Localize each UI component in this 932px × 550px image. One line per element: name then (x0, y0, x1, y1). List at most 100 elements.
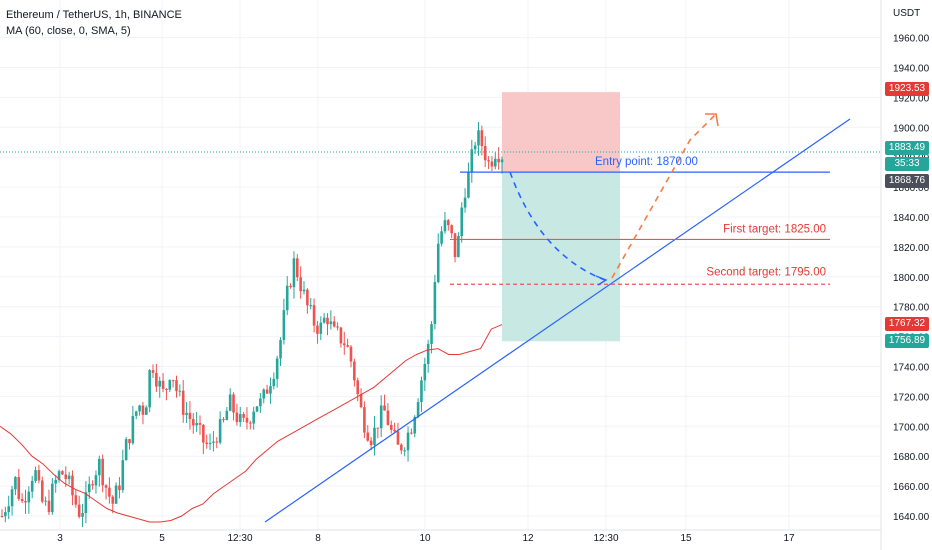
candle-body (14, 477, 17, 490)
candle-body (51, 483, 54, 513)
candle-body (155, 372, 158, 387)
price-tag: 1883.49 (885, 141, 929, 155)
candle-body (118, 485, 121, 491)
candle-body (363, 407, 366, 433)
chart-grid (0, 0, 880, 530)
currency-label: USDT (893, 8, 921, 19)
candle-body (336, 326, 339, 328)
symbol-title: Ethereum / TetherUS, 1h, BINANCE (6, 9, 182, 21)
candle-body (353, 361, 356, 381)
candle-body (91, 484, 94, 486)
candle-body (131, 415, 135, 444)
candle-body (27, 491, 31, 503)
candle-body (24, 500, 27, 503)
candle-body (413, 416, 417, 434)
candle-body (181, 390, 185, 415)
candle-body (74, 495, 78, 505)
candle-body (275, 358, 279, 379)
candle-body (289, 285, 292, 288)
candle-body (467, 171, 470, 198)
candle-body (81, 513, 84, 517)
price-tag: 1756.89 (885, 334, 929, 348)
candle-body (7, 506, 11, 513)
risk-reward-zones (502, 92, 620, 342)
candle-body (302, 289, 306, 292)
candle-body (497, 158, 500, 163)
y-tick-label: 1780.00 (893, 303, 930, 314)
candle-body (101, 458, 104, 486)
price-tag: 1868.76 (885, 174, 929, 188)
candle-body (215, 441, 219, 443)
candle-body (238, 414, 242, 423)
candle-body (306, 289, 309, 306)
candle-body (389, 424, 393, 430)
candle-body (265, 389, 269, 394)
y-tick-label: 1680.00 (893, 452, 930, 463)
indicator-label: MA (60, close, 0, SMA, 5) (6, 25, 131, 37)
candle-body (185, 412, 188, 415)
candle-body (319, 322, 323, 334)
y-tick-label: 1900.00 (893, 123, 930, 134)
candle-body (316, 325, 319, 334)
candle-body (195, 422, 198, 426)
price-tag: 1767.32 (885, 317, 929, 331)
candle-body (332, 321, 336, 327)
candle-body (386, 410, 390, 425)
candle-body (77, 504, 81, 517)
candle-body (356, 380, 360, 395)
x-tick-label: 12 (522, 533, 534, 544)
candle-body (480, 130, 484, 146)
candle-body (292, 258, 296, 288)
time-axis: 3 5 12:30 8 10 12 12:30 15 17 (57, 533, 795, 544)
candle-body (30, 480, 34, 492)
candle-body (477, 130, 480, 146)
candle-body (483, 145, 487, 161)
candle-body (124, 439, 128, 461)
candle-body (141, 405, 145, 415)
candle-body (440, 231, 443, 244)
candle-body (396, 431, 400, 445)
stop-loss-zone (502, 92, 620, 173)
candle-body (64, 474, 68, 480)
entry-label: Entry point: 1870.00 (595, 156, 698, 168)
candle-body (403, 450, 406, 452)
y-tick-label: 1740.00 (893, 363, 930, 374)
candle-body (493, 158, 497, 167)
candle-body (346, 345, 349, 347)
y-tick-label: 1800.00 (893, 273, 930, 284)
candle-body (349, 346, 353, 362)
candle-body (312, 305, 316, 326)
y-tick-label: 1660.00 (893, 482, 930, 493)
candle-body (235, 412, 239, 423)
first-target-label: First target: 1825.00 (723, 223, 826, 235)
candle-body (416, 402, 420, 417)
candle-body (259, 398, 262, 407)
candle-body (202, 424, 205, 443)
candle-body (114, 485, 118, 504)
candle-body (128, 439, 131, 444)
candle-body (47, 500, 51, 513)
candle-body (134, 411, 138, 416)
candle-body (208, 442, 212, 445)
candle-body (37, 470, 41, 481)
candle-body (282, 310, 286, 340)
drawings[interactable]: Entry point: 1870.00 First target: 1825.0… (0, 113, 881, 523)
candle-body (262, 389, 266, 399)
x-tick-label: 17 (783, 533, 795, 544)
candle-body (252, 411, 255, 424)
candle-body (0, 516, 4, 517)
candle-body (212, 441, 215, 443)
x-tick-label: 5 (159, 533, 165, 544)
second-target-label: Second target: 1795.00 (706, 266, 826, 278)
candle-body (447, 220, 450, 226)
candle-body (443, 220, 447, 232)
candle-body (104, 485, 108, 488)
candle-body (148, 370, 151, 408)
candle-body (178, 390, 182, 392)
candle-body (463, 197, 467, 208)
candle-body (165, 388, 168, 390)
projection-up-arrowhead (705, 113, 719, 127)
candle-body (383, 405, 386, 411)
candle-body (188, 412, 192, 420)
